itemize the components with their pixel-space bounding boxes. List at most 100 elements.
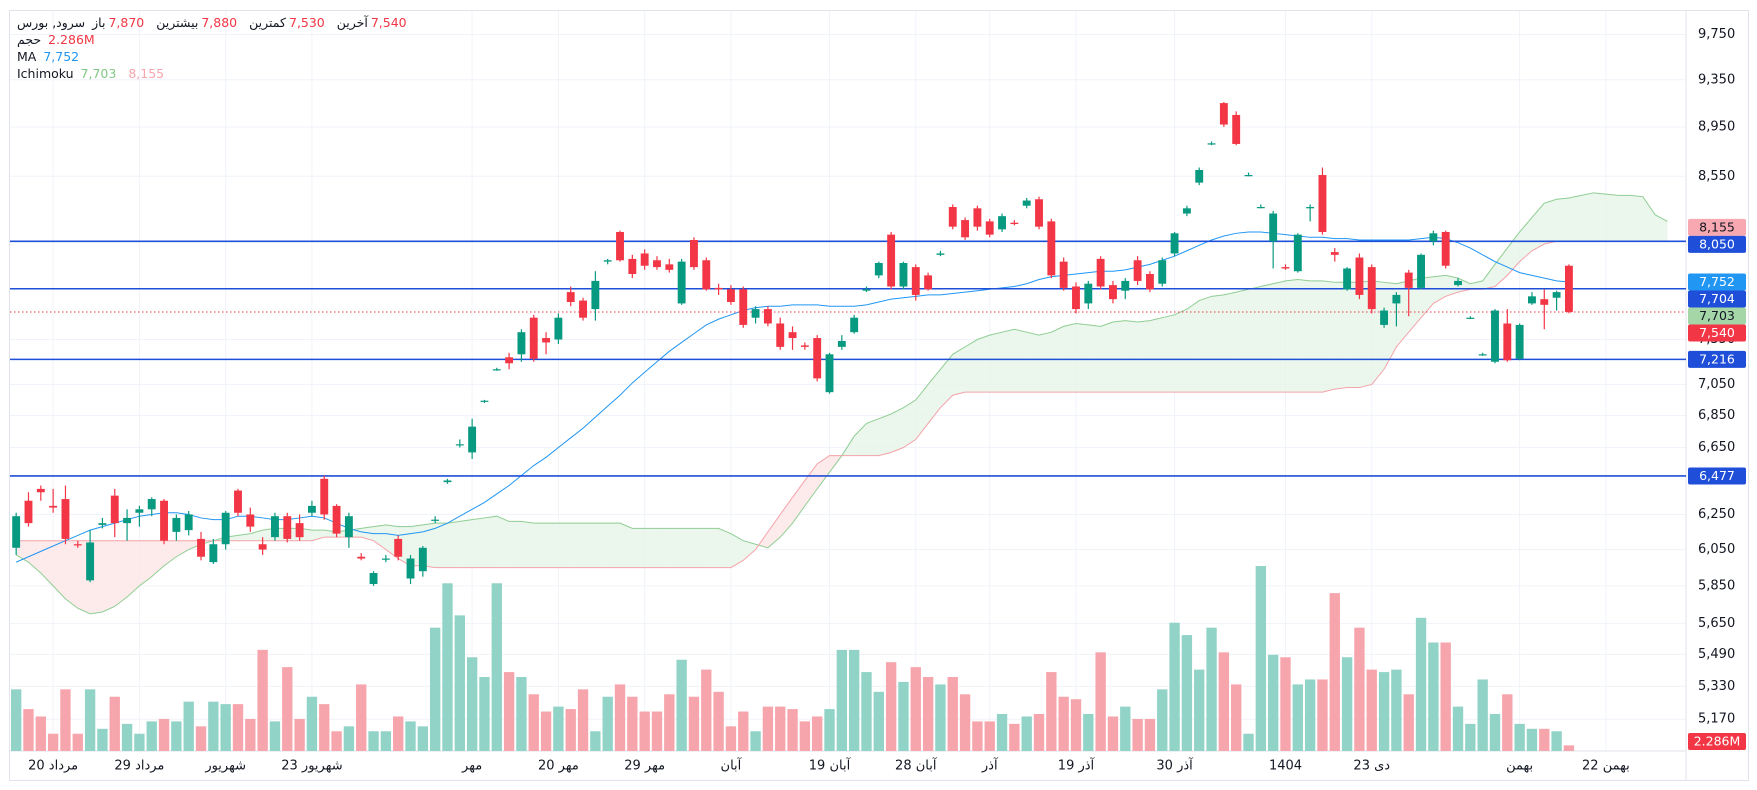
volume-bar — [688, 696, 700, 751]
volume-bar — [1095, 652, 1106, 751]
x-tick-label: آذر — [981, 757, 999, 774]
cloud-segment — [1494, 248, 1508, 287]
cloud-segment — [1199, 296, 1212, 393]
cloud-segment — [607, 523, 621, 568]
cloud-segment — [1002, 329, 1015, 393]
volume-bar — [996, 714, 1008, 751]
candle-body — [554, 317, 563, 340]
ichimoku-value: 8,155 — [128, 66, 165, 81]
volume-bar — [1280, 657, 1291, 751]
candle-body — [1380, 310, 1389, 325]
volume-bar — [183, 701, 194, 751]
candle-body — [948, 207, 957, 227]
candle-body — [1466, 317, 1475, 319]
cloud-segment — [1556, 197, 1569, 242]
candle-body — [307, 505, 316, 513]
volume-bar — [959, 694, 971, 751]
ma-label: MA — [17, 49, 37, 64]
candle-body — [653, 260, 661, 268]
candle-body — [369, 573, 378, 585]
candle-body — [283, 516, 292, 539]
cloud-segment — [509, 521, 522, 568]
candle-body — [1072, 286, 1080, 310]
y-tick-label: 8,950 — [1698, 119, 1735, 134]
candle-body — [1096, 258, 1105, 287]
cloud-segment — [1273, 280, 1286, 393]
cloud-segment — [472, 517, 485, 568]
y-tick-label: 9,750 — [1698, 27, 1735, 42]
candle-body — [1010, 222, 1019, 225]
volume-bar — [35, 716, 46, 751]
price-badge-label: 7,540 — [1699, 325, 1735, 340]
x-tick-label: 30 آذر — [1156, 757, 1194, 774]
volume-bar — [466, 657, 478, 751]
volume-bar — [84, 689, 96, 751]
volume-bar — [1428, 642, 1439, 751]
candle-body — [1232, 114, 1241, 144]
candle-body — [1404, 272, 1413, 288]
volume-bar — [1021, 716, 1032, 751]
cloud-segment — [127, 540, 140, 597]
volume-bar — [343, 726, 355, 751]
cloud-segment — [1137, 320, 1150, 393]
candle-body — [1256, 207, 1265, 209]
cloud-segment — [1162, 314, 1175, 393]
x-tick-label: 19 آبان — [809, 757, 852, 774]
candle-body — [677, 261, 686, 304]
cloud-segment — [373, 524, 386, 550]
candle-body — [197, 538, 205, 557]
volume-bar — [97, 728, 108, 751]
cloud-segment — [65, 540, 78, 609]
cloud-segment — [681, 528, 694, 568]
cloud-segment — [1630, 195, 1643, 242]
cloud-segment — [1334, 282, 1348, 390]
cloud-segment — [928, 369, 941, 424]
volume-bar — [627, 696, 638, 751]
candle-body — [776, 323, 785, 347]
cloud-segment — [1568, 195, 1582, 242]
candle-body — [640, 253, 649, 266]
volume-bar — [1551, 731, 1562, 751]
volume-bar — [947, 677, 958, 751]
volume-bar — [1181, 635, 1193, 751]
cloud-segment — [311, 530, 325, 541]
volume-bar — [146, 721, 157, 751]
x-tick-label: بهمن — [1506, 759, 1533, 774]
candle-body — [135, 509, 144, 513]
candle-body — [702, 260, 711, 290]
cloud-segment — [1186, 300, 1200, 393]
candle-body — [1343, 268, 1352, 290]
volume-bar — [454, 615, 465, 751]
volume-bar — [1366, 669, 1377, 751]
candle-body — [1564, 265, 1573, 312]
volume-bar — [1378, 672, 1390, 751]
candle-body — [1195, 169, 1204, 183]
candle-body — [443, 480, 452, 483]
candle-body — [837, 340, 846, 347]
candle-body — [1047, 221, 1056, 276]
cloud-segment — [1039, 332, 1052, 393]
volume-bar — [775, 706, 786, 751]
volume-bar — [1329, 593, 1340, 751]
candle-body — [147, 499, 156, 510]
candle-body — [1084, 283, 1093, 304]
y-tick-label: 5,330 — [1698, 679, 1735, 694]
candle-body — [160, 500, 168, 541]
candle-body — [492, 369, 501, 371]
symbol: سرود, بورس — [17, 15, 86, 30]
candle-body — [1158, 260, 1167, 284]
candle-body — [234, 490, 242, 513]
cloud-segment — [743, 540, 756, 561]
candle-body — [468, 426, 477, 453]
candle-body — [579, 300, 587, 318]
volume-bar — [922, 677, 934, 751]
volume-bar — [762, 706, 774, 751]
x-tick-label: آبان — [721, 757, 743, 774]
stat-value: 7,530 — [288, 15, 325, 30]
volume-bar — [848, 649, 860, 751]
candle-body — [123, 517, 132, 524]
cloud-segment — [891, 407, 904, 453]
legend-row: Ichimoku 7,703 8,155 — [17, 65, 415, 82]
x-tick-label: 19 آذر — [1058, 757, 1096, 774]
candle-body — [12, 516, 21, 548]
